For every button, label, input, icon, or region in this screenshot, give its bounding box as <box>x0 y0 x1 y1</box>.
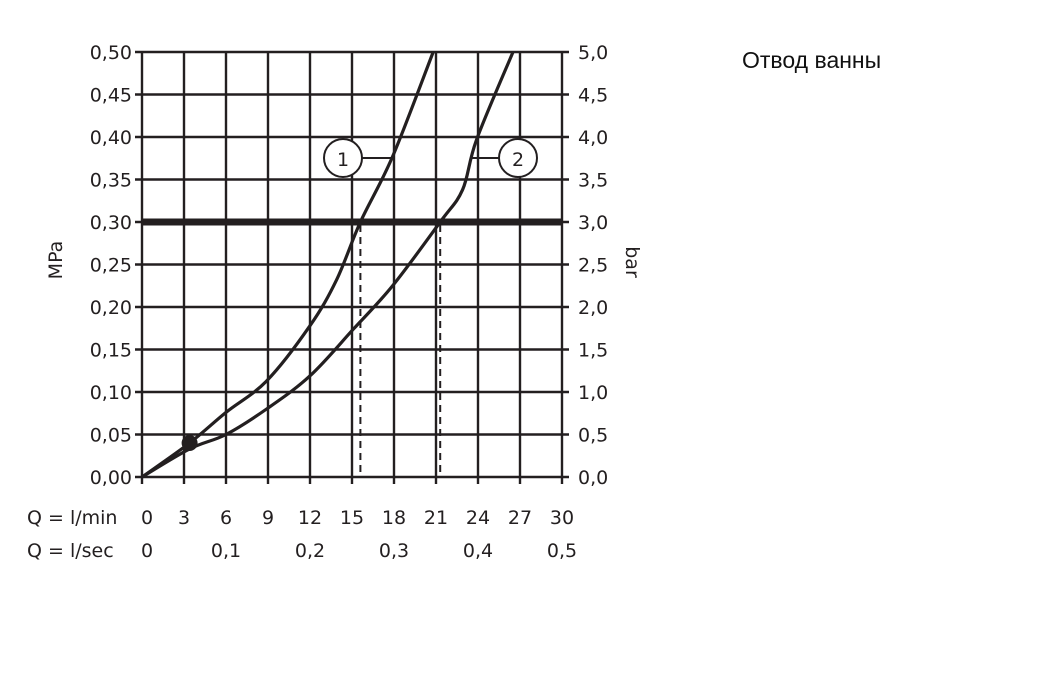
y2-tick-label: 4,5 <box>578 85 608 107</box>
y-tick-label: 0,40 <box>90 127 132 149</box>
x-tick-label: 21 <box>424 507 448 529</box>
x2-tick-label: 0,4 <box>463 540 493 562</box>
y-tick-label: 0,00 <box>90 467 132 489</box>
y-tick-label: 0,20 <box>90 297 132 319</box>
y-tick-label: 0,30 <box>90 212 132 234</box>
x-tick-label: 0 <box>141 507 153 529</box>
y2-tick-label: 0,0 <box>578 467 608 489</box>
y2-axis-label: bar <box>621 246 643 278</box>
x-tick-label: 15 <box>340 507 364 529</box>
series-label: 2 <box>512 149 524 171</box>
y-tick-label: 0,45 <box>90 85 132 107</box>
chart-title: Отвод ванны <box>742 47 882 73</box>
y2-tick-label: 1,5 <box>578 340 608 362</box>
y-tick-label: 0,50 <box>90 42 132 64</box>
series-label-circle <box>323 138 363 178</box>
y2-tick-label: 5,0 <box>578 42 608 64</box>
y-tick-label: 0,10 <box>90 382 132 404</box>
y2-tick-label: 4,0 <box>578 127 608 149</box>
y2-tick-label: 2,0 <box>578 297 608 319</box>
y2-tick-label: 3,0 <box>578 212 608 234</box>
x-tick-label: 6 <box>220 507 232 529</box>
data-point-marker <box>181 435 198 451</box>
x-tick-label: 3 <box>178 507 190 529</box>
series-label-circle <box>498 138 538 178</box>
x-tick-label: 18 <box>382 507 406 529</box>
y-axis-label: MPa <box>45 241 67 280</box>
x2-axis-label: Q = l/sec <box>27 540 114 562</box>
x2-tick-label: 0,3 <box>379 540 409 562</box>
x2-tick-label: 0,1 <box>211 540 241 562</box>
y-tick-label: 0,05 <box>90 425 132 447</box>
y2-tick-label: 0,5 <box>578 425 608 447</box>
y-tick-label: 0,25 <box>90 255 132 277</box>
series-curve-2 <box>141 51 515 479</box>
y2-tick-label: 1,0 <box>578 382 608 404</box>
x-tick-label: 27 <box>508 507 532 529</box>
x-tick-label: 24 <box>466 507 490 529</box>
x2-tick-label: 0 <box>141 540 153 562</box>
x-tick-label: 30 <box>550 507 574 529</box>
x-axis-label: Q = l/min <box>27 507 117 529</box>
x-tick-label: 9 <box>262 507 274 529</box>
y2-tick-label: 3,5 <box>578 170 608 192</box>
y-tick-label: 0,15 <box>90 340 132 362</box>
y2-tick-label: 2,5 <box>578 255 608 277</box>
x-tick-label: 12 <box>298 507 322 529</box>
series-label: 1 <box>337 149 349 171</box>
x2-tick-label: 0,5 <box>547 540 577 562</box>
y-tick-label: 0,35 <box>90 170 132 192</box>
x2-tick-label: 0,2 <box>295 540 325 562</box>
